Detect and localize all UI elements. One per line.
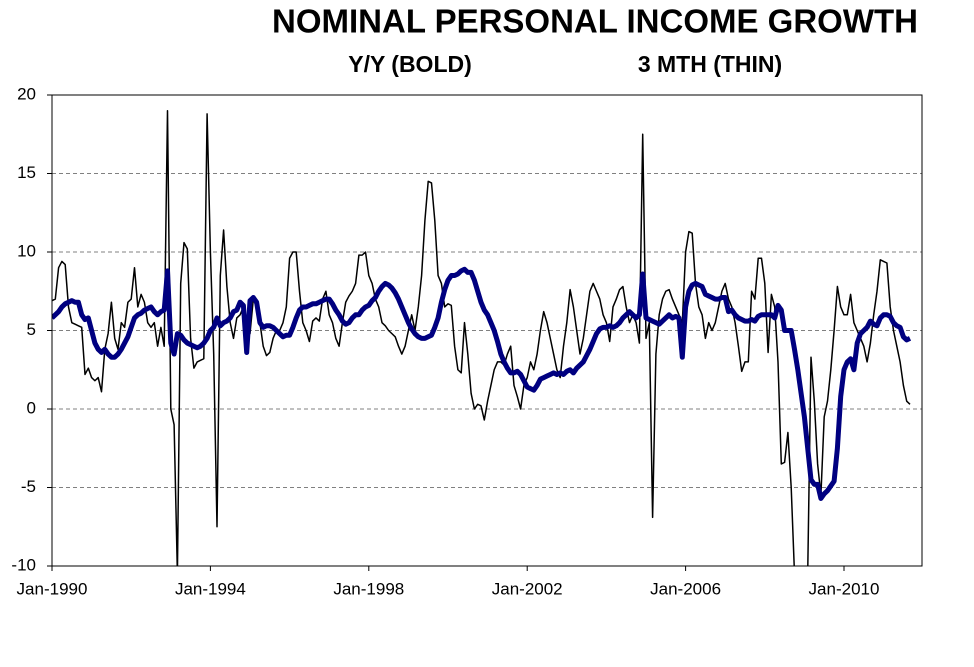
x-tick-label: Jan-2002	[492, 579, 563, 598]
chart-title: NOMINAL PERSONAL INCOME GROWTH	[272, 3, 918, 40]
x-tick-label: Jan-2006	[650, 579, 721, 598]
series-line	[52, 266, 912, 501]
axes: -10 -5 0 5 10 15 20 Jan-1990 Jan-1994 Jan-1998 Jan…	[11, 84, 879, 598]
y-tick-label: -10	[11, 555, 36, 574]
plot-lines	[52, 109, 912, 566]
subtitle: Y/Y (BOLD)	[348, 51, 472, 77]
y-tick-label: -5	[21, 477, 36, 496]
x-tick-label: Jan-2010	[809, 579, 880, 598]
y-tick-label: 15	[17, 163, 36, 182]
y-tick-label: 5	[27, 320, 36, 339]
x-tick-label: Jan-1998	[333, 579, 404, 598]
x-tick-label: Jan-1994	[175, 579, 246, 598]
x-tick-label: Jan-1990	[17, 579, 88, 598]
series-line	[52, 109, 911, 566]
y-tick-label: 0	[27, 398, 36, 417]
y-tick-label: 10	[17, 241, 36, 260]
y-tick-label: 20	[17, 84, 36, 103]
subtitle: 3 MTH (THIN)	[638, 51, 782, 77]
